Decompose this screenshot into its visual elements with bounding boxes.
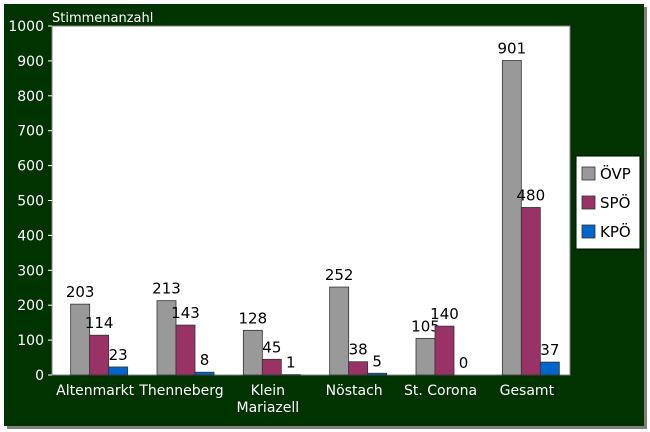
data-label: 5	[372, 352, 382, 370]
y-tick-label: 1000	[8, 19, 44, 35]
y-tick-label: 400	[17, 228, 44, 244]
y-tick-label: 200	[17, 298, 44, 314]
data-label: 252	[325, 266, 354, 284]
x-tick-label: Thenneberg	[138, 383, 223, 399]
data-label: 128	[239, 309, 268, 327]
data-label: 0	[459, 354, 469, 372]
plot-area	[51, 25, 571, 376]
data-label: 1	[286, 354, 296, 372]
y-tick-label: 500	[17, 194, 44, 210]
bar	[415, 337, 436, 376]
data-label: 8	[200, 351, 210, 369]
bar	[108, 366, 129, 376]
bar	[367, 372, 388, 376]
x-tick-label: Gesamt	[500, 383, 555, 399]
x-tick-label: Altenmarkt	[56, 383, 135, 399]
legend-swatch	[581, 166, 596, 181]
bar	[348, 361, 369, 376]
bar	[434, 325, 455, 376]
data-label: 45	[262, 338, 281, 356]
data-label: 23	[109, 346, 128, 364]
bar	[89, 334, 110, 376]
y-tick-label: 0	[35, 368, 44, 384]
legend-label: ÖVP	[600, 164, 631, 183]
bar	[242, 329, 263, 376]
data-label: 37	[540, 341, 559, 359]
bar	[329, 286, 350, 376]
data-label: 203	[66, 283, 95, 301]
bar	[539, 361, 560, 376]
bar	[175, 324, 196, 376]
y-tick-label: 700	[17, 124, 44, 140]
legend-swatch	[581, 195, 596, 210]
y-tick-label: 800	[17, 89, 44, 105]
data-label: 901	[498, 40, 527, 58]
bar	[520, 207, 541, 376]
legend-swatch	[581, 224, 596, 239]
x-tick-label: Klein	[251, 383, 285, 399]
y-tick-label: 300	[17, 263, 44, 279]
data-label: 213	[152, 280, 181, 298]
y-tick-label: 600	[17, 159, 44, 175]
bar-chart: Stimmenanzahl 0 100 200 300 400 500 600 700 800 9…	[8, 11, 641, 416]
y-tick-label: 100	[17, 333, 44, 349]
data-label: 480	[517, 186, 546, 204]
legend-label: SPÖ	[600, 193, 630, 212]
legend-label: KPÖ	[600, 222, 631, 241]
data-label: 114	[85, 314, 114, 332]
data-label: 38	[349, 341, 368, 359]
x-tick-label: St. Corona	[404, 383, 477, 399]
chart-frame: Stimmenanzahl 0 100 200 300 400 500 600 700 800 9…	[4, 4, 644, 426]
bar	[261, 358, 282, 376]
y-axis-label: Stimmenanzahl	[52, 11, 153, 26]
x-tick-label: Nöstach	[326, 383, 383, 399]
x-tick-label: Mariazell	[237, 400, 300, 416]
bar	[501, 60, 522, 376]
bar	[194, 371, 215, 376]
data-label: 105	[411, 317, 440, 335]
y-tick-label: 900	[17, 54, 44, 70]
data-label: 143	[171, 304, 200, 322]
data-label: 140	[430, 305, 459, 323]
